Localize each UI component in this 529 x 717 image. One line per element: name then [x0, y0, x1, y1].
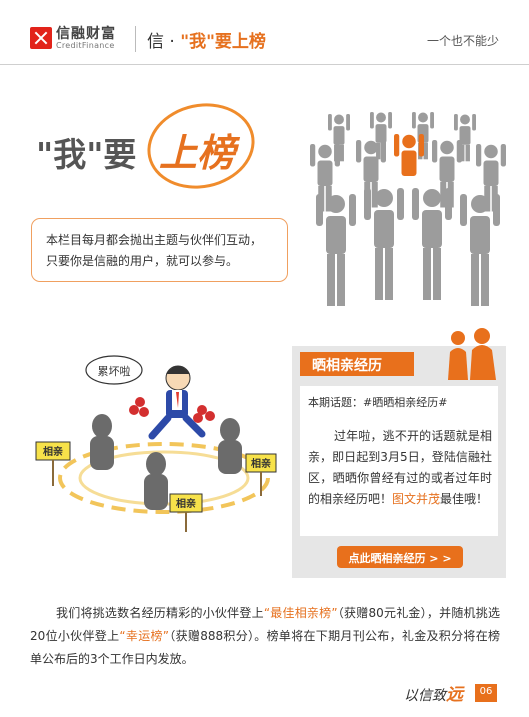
hero-title-accent: 上榜: [159, 131, 236, 175]
footer-slogan-prefix: 以信致: [404, 688, 446, 704]
section-title-accent: "我"要上榜: [180, 32, 266, 52]
crowd-illustration: [310, 112, 506, 306]
rewards-text-3: （获赠888积分）。榜单将在下期月刊公布，礼金及积分将在榜单公布后的3个工作日内…: [30, 629, 500, 666]
intro-line-2: 只要你是信融的用户，就可以参与。: [46, 254, 239, 268]
page-number: 06: [479, 686, 493, 697]
card-tab-label: 晒相亲经历: [312, 358, 382, 374]
share-experience-button-label: 点此晒相亲经历 > >: [348, 552, 452, 565]
section-title: 信 · "我"要上榜: [147, 27, 266, 52]
speech-bubble-text: 累坏啦: [98, 364, 131, 378]
rewards-paragraph: 我们将挑选数名经历精彩的小伙伴登上“最佳相亲榜”（获赠80元礼金），并随机挑选2…: [30, 602, 500, 671]
footer-slogan-accent: 远: [446, 685, 463, 705]
card-tab: 晒相亲经历: [300, 352, 414, 376]
brand-name-cn: 信融财富: [56, 26, 116, 42]
rewards-text-2: （获赠80元礼金），并随机挑选20位小伙伴登上: [30, 606, 500, 643]
sign-left-text: 相亲: [43, 445, 63, 458]
intro-box: 本栏目每月都会抛出主题与伙伴们互动， 只要你是信融的用户，就可以参与。: [31, 218, 288, 282]
best-list-highlight: “最佳相亲榜”: [263, 606, 338, 620]
sign-front-text: 相亲: [176, 497, 196, 510]
brand-name-en: CreditFinance: [56, 41, 115, 50]
card-text-highlight: 图文并茂: [392, 492, 441, 506]
card-text-part-1: 过年啦，逃不开的话题就是相亲，即日起到3月5日，登陆信融社区，晒晒你曾经有过的或…: [308, 429, 492, 506]
card-description: 过年啦，逃不开的话题就是相亲，即日起到3月5日，登陆信融社区，晒晒你曾经有过的或…: [308, 426, 492, 510]
topic-text: 本期话题：#晒晒相亲经历#: [308, 396, 448, 409]
hero-title-accent-group: 上榜: [139, 93, 263, 199]
page-number-badge: 06: [475, 684, 497, 702]
dating-cartoon-illustration: 累坏啦 相亲 相亲 相亲: [32, 350, 278, 534]
page-header: 信融财富 CreditFinance 信 · "我"要上榜 一个也不能少: [0, 0, 529, 65]
brand-logo-icon: [30, 27, 52, 49]
sign-right-text: 相亲: [251, 457, 271, 470]
rewards-text-1: 我们将挑选数名经历精彩的小伙伴登上: [56, 606, 264, 620]
intro-line-1: 本栏目每月都会抛出主题与伙伴们互动，: [46, 233, 263, 247]
header-rule: [0, 64, 529, 65]
header-divider: [135, 26, 136, 52]
card-body: 本期话题：#晒晒相亲经历# 过年啦，逃不开的话题就是相亲，即日起到3月5日，登陆…: [300, 386, 498, 536]
share-experience-button[interactable]: 点此晒相亲经历 > >: [337, 546, 463, 568]
lucky-list-highlight: “幸运榜”: [119, 629, 170, 643]
section-title-prefix: 信 ·: [147, 32, 181, 52]
activity-card: 晒相亲经历 本期话题：#晒晒相亲经历# 过年啦，逃不开的话题就是相亲，即日起到3…: [292, 328, 506, 578]
footer-slogan: 以信致远: [404, 680, 463, 705]
intro-text: 本栏目每月都会抛出主题与伙伴们互动， 只要你是信融的用户，就可以参与。: [46, 230, 262, 272]
card-text-part-2: 最佳哦！: [440, 492, 489, 506]
couple-silhouette-icon: [448, 328, 496, 380]
hero-title: "我"要: [36, 135, 137, 174]
header-slogan: 一个也不能少: [426, 34, 499, 48]
